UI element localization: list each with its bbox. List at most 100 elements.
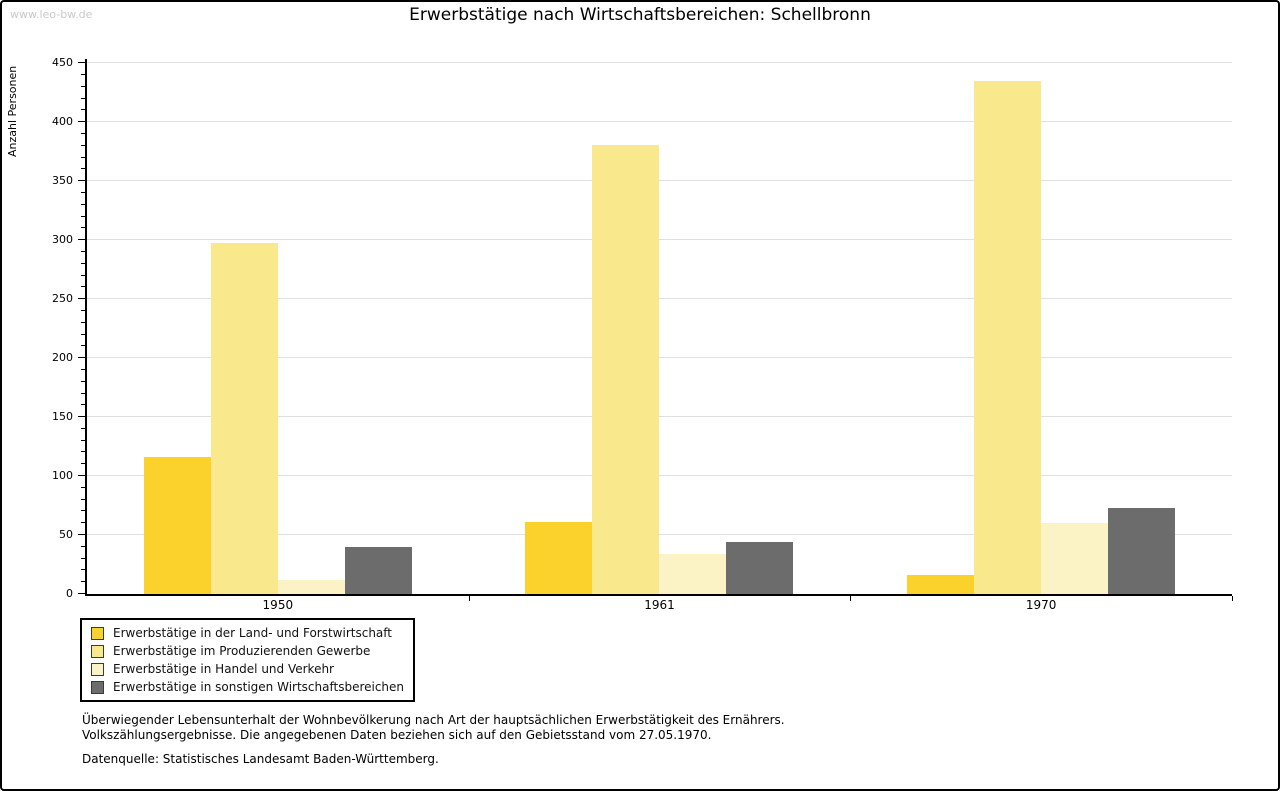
legend-item: Erwerbstätige in der Land- und Forstwirt… [91,624,404,642]
y-tick-label: 400 [52,115,73,129]
y-tick [78,298,85,300]
plot-area: 0 50 100 150 200 250 300 350 400 450 1950 1961 1970 [52,56,1233,612]
y-minor-tick [81,85,85,87]
y-minor-tick [81,109,85,111]
y-axis-label: Anzahl Personen [6,65,19,157]
y-minor-tick [81,368,85,370]
bar [525,522,593,594]
y-minor-tick [81,486,85,488]
legend-label: Erwerbstätige in Handel und Verkehr [113,662,334,676]
y-minor-tick [81,392,85,394]
bar [143,457,211,594]
y-minor-tick [81,522,85,524]
y-tick [78,121,85,123]
y-minor-tick [81,227,85,229]
y-tick [78,180,85,182]
y-minor-tick [81,168,85,170]
y-tick-label: 200 [52,351,73,365]
y-minor-tick [81,557,85,559]
footnote: Überwiegender Lebensunterhalt der Wohnbe… [82,713,785,742]
legend-label: Erwerbstätige im Produzierenden Gewerbe [113,644,371,658]
y-tick-label: 350 [52,174,73,188]
y-tick [78,534,85,536]
y-minor-tick [81,333,85,335]
bar [592,144,660,594]
bar [1108,507,1176,594]
y-minor-tick [81,510,85,512]
legend-label: Erwerbstätige in sonstigen Wirtschaftsbe… [113,680,405,694]
gridline [87,298,1232,300]
legend-swatch [91,644,104,658]
gridline [87,121,1232,123]
footnote-line: Volkszählungsergebnisse. Die angegebenen… [82,727,712,742]
bar [726,542,794,594]
legend-item: Erwerbstätige im Produzierenden Gewerbe [91,642,404,660]
y-minor-tick [81,463,85,465]
legend: Erwerbstätige in der Land- und Forstwirt… [80,618,416,702]
y-minor-tick [81,545,85,547]
x-tick [850,596,852,601]
y-tick-label: 450 [52,56,73,70]
bar-group: 1970 [850,59,1232,612]
legend-swatch [91,626,104,640]
footnote-line: Überwiegender Lebensunterhalt der Wohnbe… [82,713,785,727]
y-minor-tick [81,215,85,217]
y-minor-tick [81,251,85,252]
y-minor-tick [81,286,85,288]
y-minor-tick [81,427,85,429]
y-minor-tick [81,274,85,276]
y-tick-label: 150 [52,410,73,424]
y-tick-label: 50 [59,528,73,542]
gridline [87,475,1232,477]
x-tick [468,596,470,601]
gridline [87,62,1232,64]
y-axis-label-container: Anzahl Personen [6,62,20,157]
y-tick [78,357,85,359]
y-minor-tick [81,451,85,453]
y-tick [78,239,85,241]
x-tick-label: 1950 [262,598,294,612]
y-minor-tick [81,133,85,135]
x-tick [1232,596,1233,601]
y-tick-label: 300 [52,233,73,247]
legend-item: Erwerbstätige in sonstigen Wirtschaftsbe… [91,678,404,696]
legend-label: Erwerbstätige in der Land- und Forstwirt… [113,626,392,640]
y-tick [78,416,85,418]
y-minor-tick [81,345,85,347]
bar-group: 1950 [87,59,469,612]
y-minor-tick [81,581,85,583]
y-minor-tick [81,439,85,441]
y-minor-tick [81,144,85,146]
y-minor-tick [81,380,85,382]
x-tick-label: 1961 [644,598,675,612]
gridline [87,239,1232,241]
watermark: www.leo-bw.de [10,8,93,21]
y-tick [78,593,85,594]
gridline [87,180,1232,182]
bar [210,242,278,594]
chart-title: Erwerbstätige nach Wirtschaftsbereichen:… [409,5,871,25]
gridline [87,416,1232,418]
y-minor-tick [81,321,85,323]
y-tick-label: 100 [52,469,73,483]
y-tick [78,62,85,64]
y-minor-tick [81,74,85,76]
source-line: Datenquelle: Statistisches Landesamt Bad… [82,752,439,766]
y-minor-tick [81,404,85,406]
y-minor-tick [81,498,85,500]
bar [277,579,345,594]
y-tick-label: 0 [66,587,73,600]
gridline [87,357,1232,359]
bar [344,546,412,594]
bar [974,81,1042,594]
y-tick [78,475,85,477]
legend-item: Erwerbstätige in Handel und Verkehr [91,660,404,678]
y-tick-label: 250 [52,292,73,306]
x-tick-label: 1970 [1025,598,1057,612]
y-minor-tick [81,569,85,571]
y-minor-tick [81,203,85,205]
y-minor-tick [81,192,85,194]
bar [1041,523,1109,594]
bar-group: 1961 [469,59,851,612]
